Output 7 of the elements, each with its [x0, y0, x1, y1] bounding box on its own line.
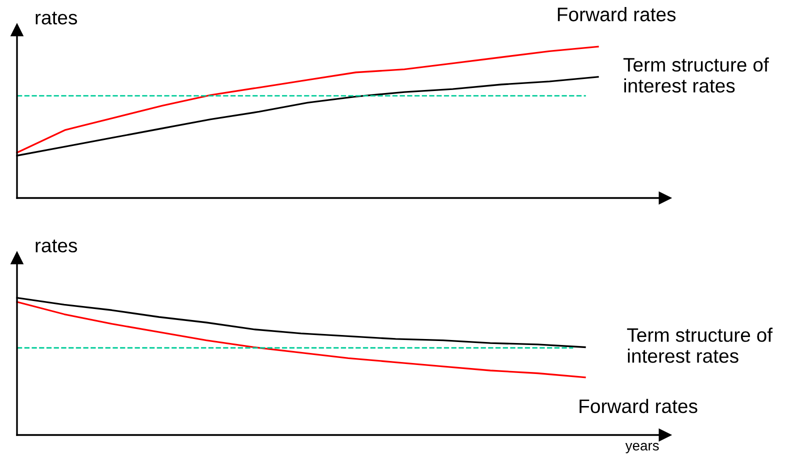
- text: Term structure of interest rates: [627, 328, 773, 363]
- series-label: Forward rates: [558, 7, 676, 22]
- x-axis-title: years: [625, 442, 659, 454]
- y-axis-title: rates: [36, 240, 78, 252]
- series-label: Forward rates: [580, 398, 698, 414]
- series-label: Term structure of interest rates: [623, 57, 769, 93]
- y-axis-title: rates: [36, 12, 78, 24]
